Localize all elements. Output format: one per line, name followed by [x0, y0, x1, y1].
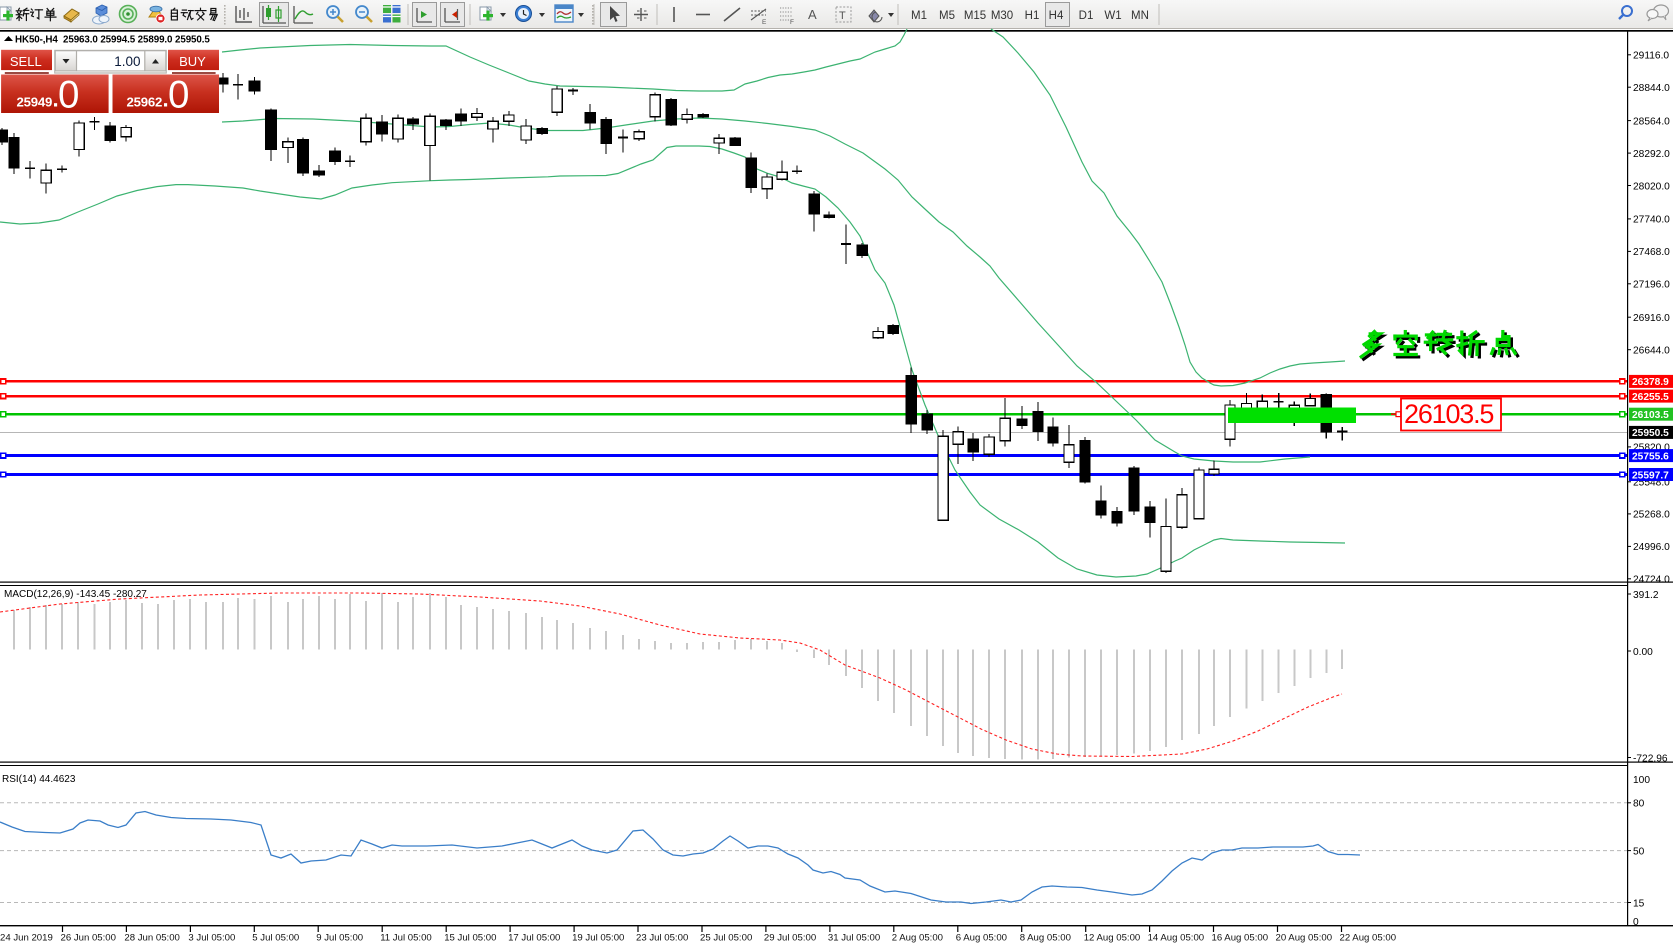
svg-text:25597.7: 25597.7 — [1632, 470, 1669, 481]
svg-text:E: E — [762, 19, 767, 26]
svg-text:0: 0 — [1633, 917, 1639, 928]
svg-text:17 Jul 05:00: 17 Jul 05:00 — [508, 933, 560, 944]
svg-text:25755.6: 25755.6 — [1632, 451, 1669, 462]
svg-text:12 Aug 05:00: 12 Aug 05:00 — [1084, 933, 1141, 944]
svg-text:22 Aug 05:00: 22 Aug 05:00 — [1340, 933, 1397, 944]
svg-text:26644.0: 26644.0 — [1633, 346, 1670, 357]
svg-text:28292.0: 28292.0 — [1633, 149, 1670, 160]
svg-text:2 Aug 05:00: 2 Aug 05:00 — [892, 933, 943, 944]
svg-text:M1: M1 — [911, 10, 927, 22]
svg-text:M5: M5 — [939, 10, 955, 22]
svg-text:24 Jun 2019: 24 Jun 2019 — [0, 933, 53, 944]
svg-text:28564.0: 28564.0 — [1633, 116, 1670, 127]
svg-text:23 Jul 05:00: 23 Jul 05:00 — [636, 933, 688, 944]
svg-text:F: F — [790, 19, 794, 26]
svg-text:25962: 25962 — [127, 94, 163, 109]
svg-text:9 Jul 05:00: 9 Jul 05:00 — [316, 933, 363, 944]
svg-text:26 Jun 05:00: 26 Jun 05:00 — [61, 933, 116, 944]
svg-text:0: 0 — [58, 73, 79, 116]
svg-text:29 Jul 05:00: 29 Jul 05:00 — [764, 933, 816, 944]
svg-text:25268.0: 25268.0 — [1633, 510, 1670, 521]
svg-text:8 Aug 05:00: 8 Aug 05:00 — [1020, 933, 1071, 944]
svg-text:20 Aug 05:00: 20 Aug 05:00 — [1276, 933, 1333, 944]
svg-text:0: 0 — [168, 73, 189, 116]
svg-text:T: T — [839, 10, 846, 22]
svg-text:25548.0: 25548.0 — [1633, 478, 1670, 489]
svg-text:HK50-,H4 25963.0 25994.5 2589: HK50-,H4 25963.0 25994.5 25899.0 25950.5 — [15, 35, 210, 46]
svg-text:RSI(14) 44.4623: RSI(14) 44.4623 — [2, 774, 76, 785]
svg-text:MACD(12,26,9) -143.45 -280.27: MACD(12,26,9) -143.45 -280.27 — [4, 589, 147, 600]
svg-text:.: . — [163, 87, 169, 112]
svg-text:5 Jul 05:00: 5 Jul 05:00 — [252, 933, 299, 944]
svg-text:M15: M15 — [964, 10, 986, 22]
svg-text:26255.5: 26255.5 — [1632, 392, 1669, 403]
svg-text:1.00: 1.00 — [114, 54, 140, 69]
svg-text:SELL: SELL — [10, 54, 42, 69]
svg-text:24724.0: 24724.0 — [1633, 575, 1670, 586]
svg-text:25949: 25949 — [17, 94, 53, 109]
svg-text:BUY: BUY — [179, 54, 206, 69]
svg-text:25820.0: 25820.0 — [1633, 443, 1670, 454]
svg-text:26103.5: 26103.5 — [1632, 410, 1669, 421]
svg-text:28020.0: 28020.0 — [1633, 181, 1670, 192]
svg-text:3 Jul 05:00: 3 Jul 05:00 — [188, 933, 235, 944]
svg-text:H4: H4 — [1049, 10, 1064, 22]
svg-text:11 Jul 05:00: 11 Jul 05:00 — [380, 933, 432, 944]
svg-text:25950.5: 25950.5 — [1632, 428, 1669, 439]
svg-text:31 Jul 05:00: 31 Jul 05:00 — [828, 933, 880, 944]
svg-text:.: . — [53, 87, 59, 112]
svg-text:0.00: 0.00 — [1633, 647, 1653, 658]
svg-text:14 Aug 05:00: 14 Aug 05:00 — [1148, 933, 1205, 944]
svg-text:25 Jul 05:00: 25 Jul 05:00 — [700, 933, 752, 944]
svg-text:19 Jul 05:00: 19 Jul 05:00 — [572, 933, 624, 944]
svg-text:80: 80 — [1633, 799, 1645, 810]
svg-text:A: A — [808, 7, 817, 22]
svg-text:26103.5: 26103.5 — [1404, 399, 1493, 429]
svg-text:50: 50 — [1633, 846, 1645, 857]
svg-text:D1: D1 — [1079, 10, 1094, 22]
svg-text:27468.0: 27468.0 — [1633, 247, 1670, 258]
svg-text:15: 15 — [1633, 898, 1645, 909]
svg-text:15 Jul 05:00: 15 Jul 05:00 — [444, 933, 496, 944]
svg-text:100: 100 — [1633, 775, 1650, 786]
svg-text:26378.9: 26378.9 — [1632, 377, 1669, 388]
svg-text:16 Aug 05:00: 16 Aug 05:00 — [1212, 933, 1269, 944]
svg-text:M30: M30 — [991, 10, 1013, 22]
svg-text:27740.0: 27740.0 — [1633, 215, 1670, 226]
svg-text:391.2: 391.2 — [1633, 590, 1659, 601]
svg-text:6 Aug 05:00: 6 Aug 05:00 — [956, 933, 1007, 944]
svg-text:27196.0: 27196.0 — [1633, 280, 1670, 291]
svg-text:H1: H1 — [1025, 10, 1040, 22]
svg-text:29116.0: 29116.0 — [1633, 51, 1669, 62]
svg-text:28 Jun 05:00: 28 Jun 05:00 — [124, 933, 179, 944]
svg-text:-722.96: -722.96 — [1633, 753, 1668, 764]
svg-text:MN: MN — [1131, 10, 1149, 22]
svg-text:24996.0: 24996.0 — [1633, 542, 1670, 553]
svg-text:W1: W1 — [1104, 10, 1121, 22]
svg-text:28844.0: 28844.0 — [1633, 83, 1670, 94]
svg-text:26916.0: 26916.0 — [1633, 313, 1670, 324]
